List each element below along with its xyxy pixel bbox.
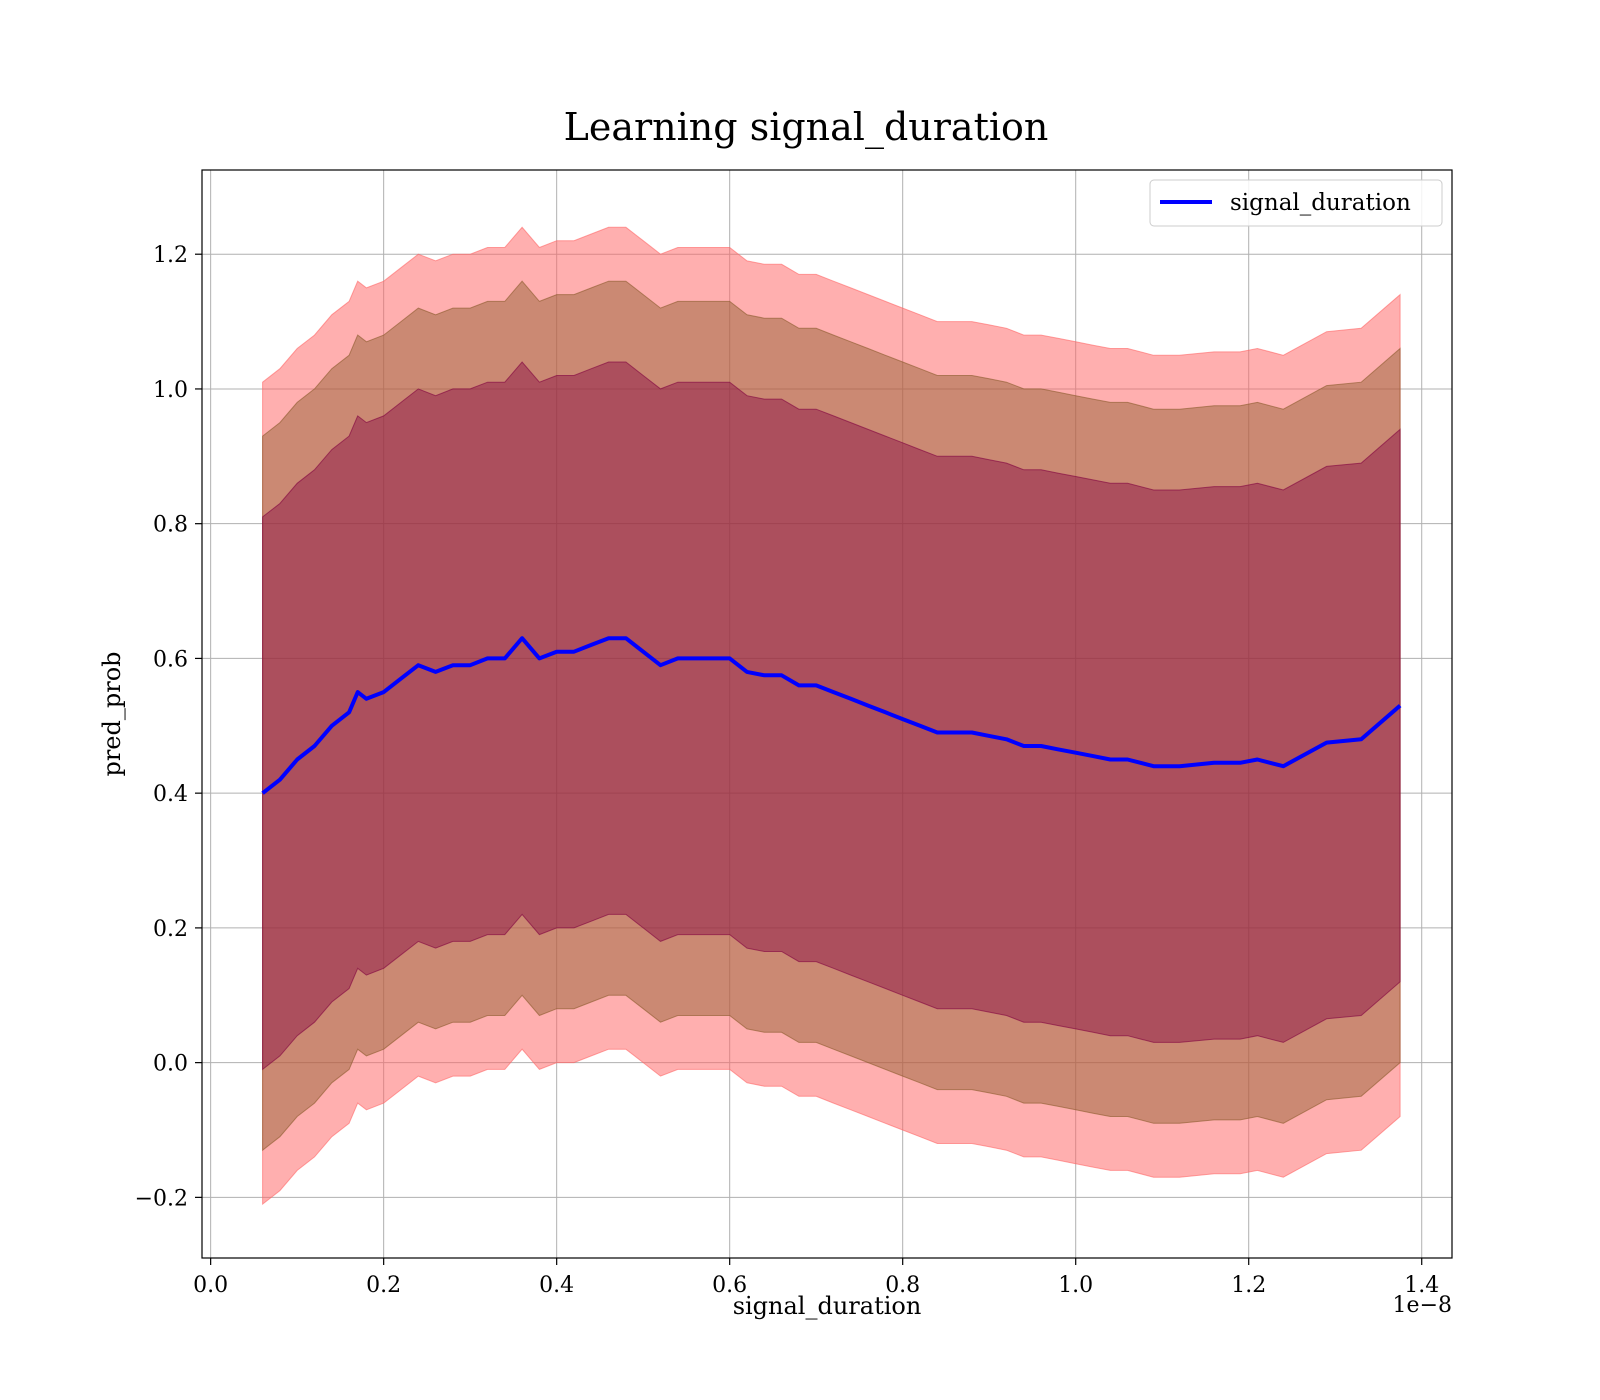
x-tick-label: 0.8 <box>885 1273 920 1298</box>
band-layer <box>262 226 1401 1206</box>
y-tick-label: 0.4 <box>153 782 188 807</box>
x-tick-label: 0.4 <box>539 1273 574 1298</box>
y-tick-label: 1.0 <box>153 378 188 403</box>
x-ticks: 0.0 0.2 0.4 0.6 0.8 1.0 1.2 1.4 <box>193 1258 1439 1298</box>
y-tick-label: 0.6 <box>153 647 188 672</box>
band-outer <box>262 226 1401 1206</box>
legend: signal_duration <box>1149 179 1443 227</box>
legend-label: signal_duration <box>1230 190 1411 216</box>
series-line <box>261 636 1402 795</box>
plot-frame <box>201 169 1453 1259</box>
y-tick-label: 0.0 <box>153 1052 188 1077</box>
y-tick-label: 0.2 <box>153 917 188 942</box>
legend-box <box>1149 179 1443 227</box>
chart-title: Learning signal_duration <box>564 105 1049 150</box>
x-axis-label: signal_duration <box>733 1292 922 1320</box>
y-tick-label: 0.8 <box>153 513 188 538</box>
line-layer <box>261 636 1402 795</box>
y-axis-label: pred_prob <box>98 651 126 776</box>
y-tick-label: −0.2 <box>135 1186 188 1211</box>
band-inner <box>262 361 1401 1071</box>
y-tick-label: 1.2 <box>153 243 188 268</box>
x-tick-label: 1.2 <box>1231 1273 1266 1298</box>
x-tick-label: 0.2 <box>366 1273 401 1298</box>
x-offset-label: 1e−8 <box>1393 1293 1452 1318</box>
x-tick-label: 1.0 <box>1058 1273 1093 1298</box>
band-middle <box>262 280 1401 1152</box>
x-tick-label: 0.6 <box>712 1273 747 1298</box>
x-tick-label: 0.0 <box>193 1273 228 1298</box>
y-ticks: −0.2 0.0 0.2 0.4 0.6 0.8 1.0 1.2 <box>135 243 202 1211</box>
x-tick-label: 1.4 <box>1404 1273 1439 1298</box>
